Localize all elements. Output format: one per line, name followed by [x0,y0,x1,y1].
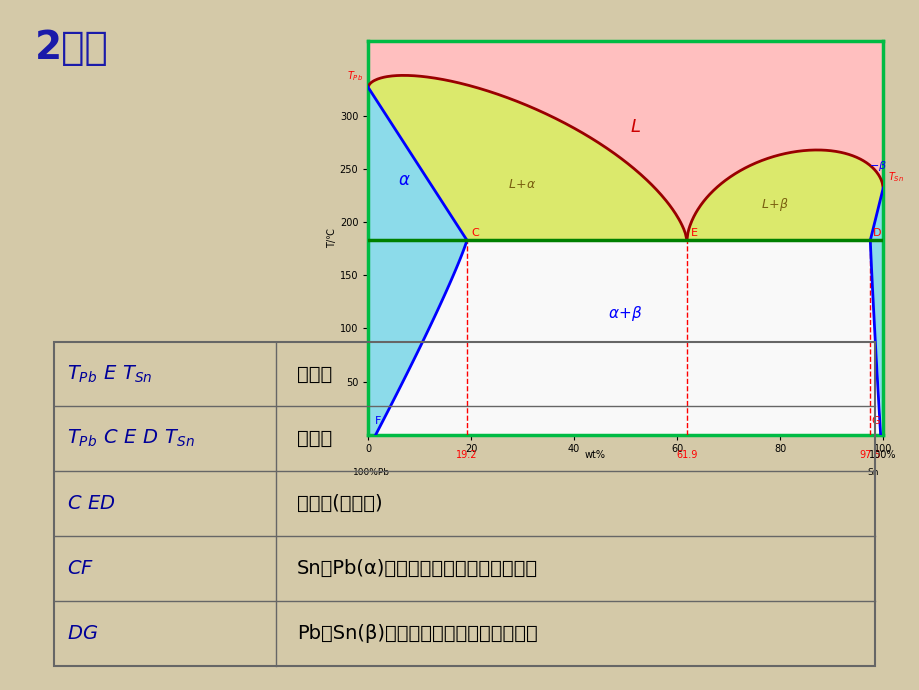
Text: 液相线: 液相线 [297,364,332,384]
Text: Sn在Pb(α)中的溶解度曲线，随温度变化: Sn在Pb(α)中的溶解度曲线，随温度变化 [297,559,538,578]
Polygon shape [368,75,686,240]
Text: $DG$: $DG$ [67,624,97,643]
Text: 61.9: 61.9 [675,450,697,460]
Text: $L\!+\!\alpha$: $L\!+\!\alpha$ [508,178,536,191]
Polygon shape [368,87,467,435]
Text: C: C [471,228,478,238]
Text: 97.5: 97.5 [858,450,880,460]
Text: 固相线: 固相线 [297,429,332,448]
Text: 19.2: 19.2 [456,450,477,460]
Text: D: D [872,228,880,238]
Text: Sn: Sn [867,468,879,477]
Polygon shape [869,188,882,435]
Text: $T_{Pb}$ $C$ $E$ $D$ $T_{Sn}$: $T_{Pb}$ $C$ $E$ $D$ $T_{Sn}$ [67,428,194,449]
Text: $\alpha$: $\alpha$ [397,171,410,189]
Text: wt%: wt% [584,450,605,460]
Text: 2、线: 2、线 [35,29,108,68]
Text: $\alpha\!+\!\beta$: $\alpha\!+\!\beta$ [607,304,642,323]
Text: $-\beta$: $-\beta$ [868,159,886,173]
Text: $L$: $L$ [630,118,641,136]
Text: Pb在Sn(β)中的溶解度曲线，随温度变化: Pb在Sn(β)中的溶解度曲线，随温度变化 [297,624,538,643]
Text: $T_{Sn}$: $T_{Sn}$ [888,170,903,184]
Text: 共晶线(水平线): 共晶线(水平线) [297,494,382,513]
Text: $T_{Pb}$ $E$ $T_{Sn}$: $T_{Pb}$ $E$ $T_{Sn}$ [67,364,153,384]
Text: 100%: 100% [868,450,896,460]
Text: E: E [690,228,698,238]
Text: F: F [375,416,381,426]
Polygon shape [686,150,882,240]
Text: $L\!+\!\beta$: $L\!+\!\beta$ [760,196,789,213]
Text: $C$ $ED$: $C$ $ED$ [67,494,116,513]
Text: $CF$: $CF$ [67,559,94,578]
Y-axis label: T/℃: T/℃ [326,228,336,248]
Text: $T_{Pb}$: $T_{Pb}$ [346,69,362,83]
Polygon shape [368,240,882,435]
Text: G: G [870,416,879,426]
Text: 100%Pb: 100%Pb [352,468,389,477]
